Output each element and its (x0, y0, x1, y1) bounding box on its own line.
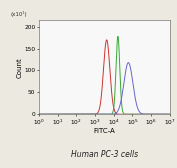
Y-axis label: Count: Count (17, 57, 23, 78)
Text: Human PC-3 cells: Human PC-3 cells (71, 150, 138, 159)
X-axis label: FITC-A: FITC-A (94, 128, 115, 134)
Text: (x10¹): (x10¹) (10, 11, 27, 17)
